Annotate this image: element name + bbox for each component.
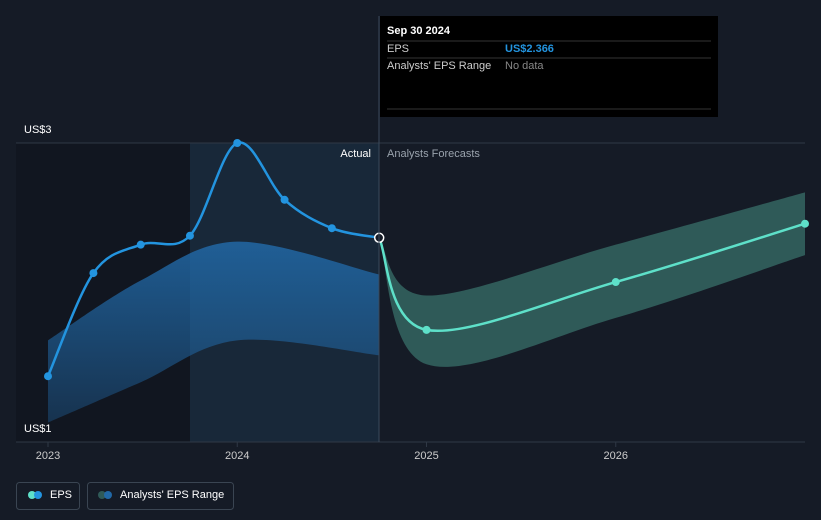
range-band	[48, 241, 380, 423]
point	[280, 195, 289, 204]
x-tick-label: 2023	[36, 450, 60, 462]
tooltip: Sep 30 2024 EPS US$2.366 Analysts' EPS R…	[380, 16, 718, 117]
tooltip-label: Analysts' EPS Range	[387, 60, 491, 72]
tooltip-value: US$2.366	[505, 43, 554, 55]
line	[378, 222, 806, 333]
point	[327, 224, 336, 233]
tooltip-value: No data	[505, 60, 544, 72]
legend-swatch	[104, 491, 112, 499]
point	[801, 219, 809, 228]
legend-swatch	[98, 491, 106, 499]
legend: EPS Analysts' EPS Range	[16, 482, 234, 510]
tooltip-label: EPS	[387, 43, 409, 55]
point	[185, 231, 194, 240]
tooltip-box	[380, 16, 718, 117]
legend-swatch	[34, 491, 42, 499]
range-band	[379, 192, 805, 367]
legend-label: Analysts' EPS Range	[120, 489, 224, 501]
legend-label: EPS	[50, 489, 72, 501]
tooltip-date: Sep 30 2024	[387, 25, 451, 37]
point	[422, 325, 431, 334]
legend-item[interactable]	[87, 482, 234, 510]
point	[611, 278, 620, 287]
legend-swatch	[28, 491, 36, 499]
point	[136, 240, 145, 249]
y-tick-label: US$3	[24, 124, 52, 136]
actual-label: Actual	[340, 148, 371, 160]
point	[233, 139, 242, 147]
x-tick-label: 2026	[604, 450, 628, 462]
legend-item[interactable]	[16, 482, 80, 510]
y-tick-label: US$1	[24, 423, 52, 435]
x-tick-label: 2024	[225, 450, 249, 462]
x-tick-label: 2025	[414, 450, 438, 462]
point	[44, 372, 52, 381]
point	[89, 269, 98, 278]
forecast-label: Analysts Forecasts	[387, 148, 480, 160]
